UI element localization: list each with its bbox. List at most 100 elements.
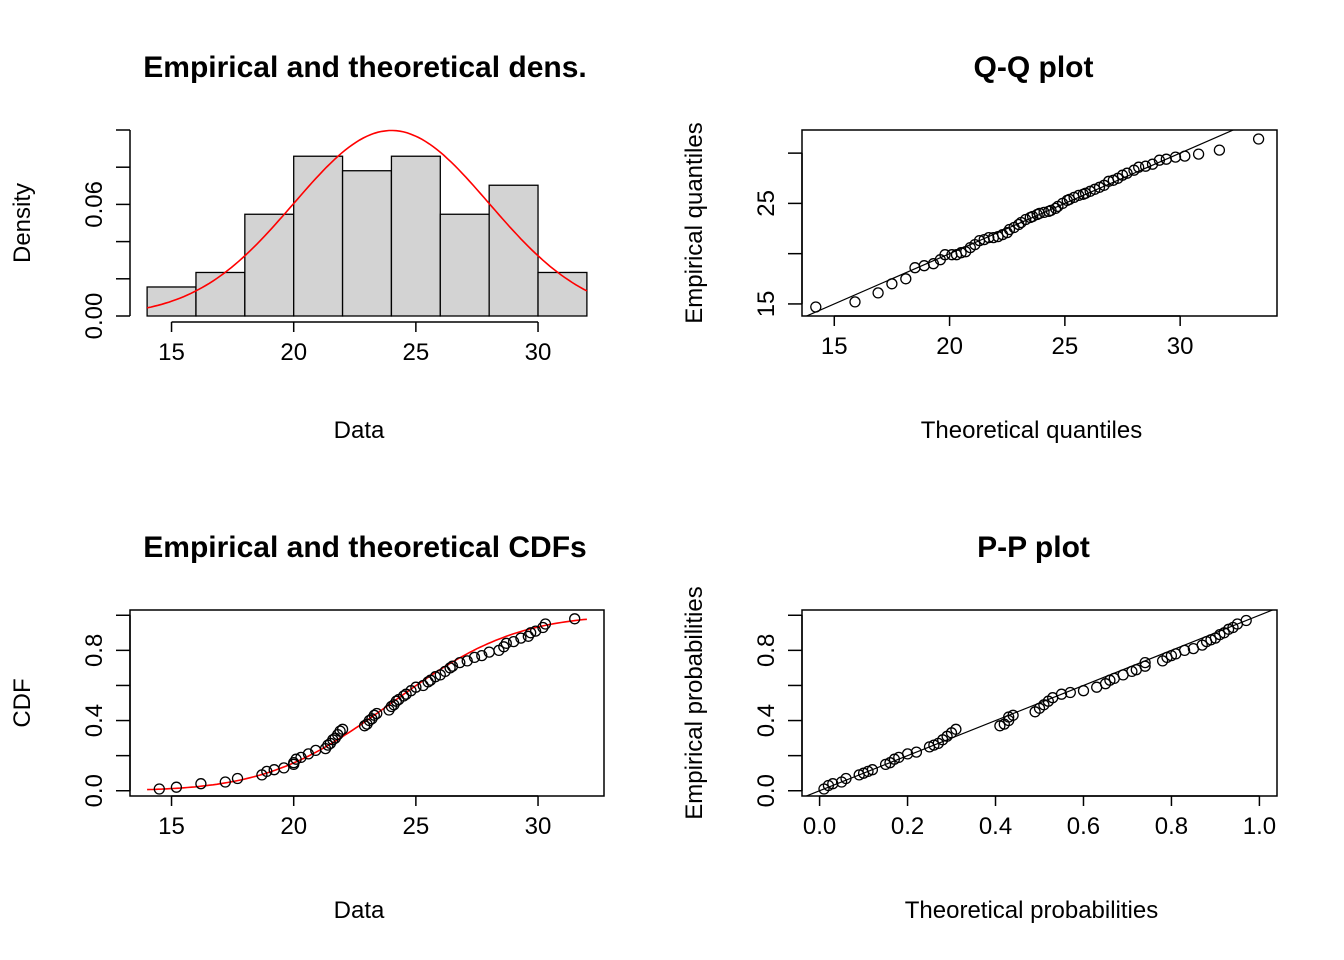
cdf-point-6 [261,765,273,778]
cdf-point-48 [468,651,481,664]
hist-bar-3 [293,155,344,317]
pp-point-42 [1139,660,1151,672]
cdf-x-tick-label-2: 25 [403,813,430,840]
pp-y-tick-label-2: 0.8 [753,634,780,667]
pp-point-14 [910,746,923,758]
qq-title: Q-Q plot [974,51,1094,84]
cdf-point-60 [539,618,552,630]
pp-point-2 [827,778,839,790]
qq-point-0 [810,301,822,313]
pp-panel: P-P plot 0.0 0.2 0.4 0.6 0.8 1.0 0.0 0.4 0.8 Theor… [681,531,1278,924]
pp-y-axis-label: Empirical probabilities [681,586,708,819]
hist-bar-2 [244,213,295,317]
cdf-point-53 [500,637,512,649]
density-curve [146,129,588,309]
cdf-point-28 [371,707,383,720]
hist-bar-6 [439,213,490,317]
pp-point-34 [1077,685,1090,697]
cdf-point-58 [529,625,542,637]
cdf-point-59 [537,621,549,634]
pp-x-tick-label-3: 0.6 [1067,813,1100,840]
cdf-point-0 [153,783,165,795]
qq-point-61 [1192,148,1205,160]
pp-x-tick-label-2: 0.4 [979,813,1012,840]
cdf-point-56 [522,630,534,642]
pp-point-33 [1064,686,1076,699]
cdf-x-axis-label: Data [334,897,385,924]
pp-point-8 [866,764,879,776]
hist-bar-4 [341,170,393,317]
hist-bar-8 [537,271,588,317]
hist-y-axis-label: Density [9,183,36,263]
cdf-title: Empirical and theoretical CDFs [143,531,586,564]
qq-point-4 [900,273,912,285]
pp-x-tick-label-5: 1.0 [1243,813,1276,840]
qq-point-1 [849,296,861,308]
pp-point-48 [1178,644,1191,657]
pp-title: P-P plot [977,531,1090,564]
cdf-point-11 [290,753,302,765]
cdf-point-37 [410,681,422,693]
hist-x-tick-label-2: 25 [403,339,430,366]
cdf-point-52 [498,641,510,653]
hist-y-tick-label-0: 0.00 [81,293,108,340]
qq-x-tick-label-2: 25 [1052,333,1079,360]
qq-x-tick-label-1: 20 [936,333,963,360]
qq-point-62 [1213,144,1226,156]
hist-x-tick-label-1: 20 [280,339,307,366]
qq-point-12 [955,247,967,259]
cdf-y-tick-label-1: 0.4 [81,704,108,737]
qq-point-18 [983,231,995,244]
cdf-y-tick-label-0: 0.0 [81,774,108,807]
cdf-point-8 [278,762,290,774]
cdf-panel: Empirical and theoretical CDFs 15 20 25 30 0.… [9,531,605,924]
cdf-point-21 [334,725,346,737]
pp-y-tick-label-0: 0.0 [753,774,780,807]
cdf-point-22 [336,723,349,735]
pp-x-axis-label: Theoretical probabilities [905,897,1158,924]
cdf-point-2 [195,778,207,790]
hist-x-tick-label-3: 30 [525,339,552,366]
cdf-point-45 [446,660,459,672]
hist-bar-7 [488,184,539,317]
qq-x-axis-label: Theoretical quantiles [921,417,1142,444]
cdf-point-44 [444,662,456,674]
cdf-point-13 [302,748,315,760]
cdf-point-41 [429,671,442,683]
qq-plot-frame [801,129,1278,317]
cdf-x-tick-label-1: 20 [280,813,307,840]
qq-point-63 [1252,133,1265,145]
cdf-y-axis-label: CDF [9,678,36,727]
cdf-point-57 [525,627,537,639]
cdf-point-55 [515,632,527,644]
pp-point-43 [1139,656,1151,669]
hist-x-axis-label: Data [334,417,385,444]
qq-x-tick-label-0: 15 [821,333,848,360]
pp-point-32 [1055,688,1068,700]
cdf-point-34 [397,690,410,702]
hist-x-tick-label-0: 15 [158,339,185,366]
hist-title: Empirical and theoretical dens. [143,51,586,84]
pp-y-tick-label-1: 0.4 [753,704,780,737]
cdf-point-32 [390,695,402,707]
qq-y-axis-label: Empirical quantiles [681,122,708,323]
cdf-point-1 [170,781,183,793]
cdf-point-61 [569,613,581,625]
qq-point-32 [1038,206,1050,219]
pp-point-26 [1007,709,1019,721]
hist-bar-1 [195,271,246,317]
qq-point-2 [872,287,884,299]
qq-y-tick-label-0: 15 [753,291,780,318]
qq-point-3 [886,278,898,290]
cdf-y-tick-label-2: 0.8 [81,634,108,667]
pp-x-tick-label-0: 0.0 [803,813,836,840]
qq-panel: Q-Q plot 15 20 25 30 15 25 Theoretical quantile… [681,51,1278,444]
cdf-point-39 [422,676,434,688]
cdf-point-46 [454,656,466,669]
pp-point-4 [840,772,852,785]
pp-point-59 [1240,614,1252,627]
pp-point-13 [901,748,914,760]
qq-point-9 [939,249,951,261]
cdf-point-3 [219,776,231,788]
